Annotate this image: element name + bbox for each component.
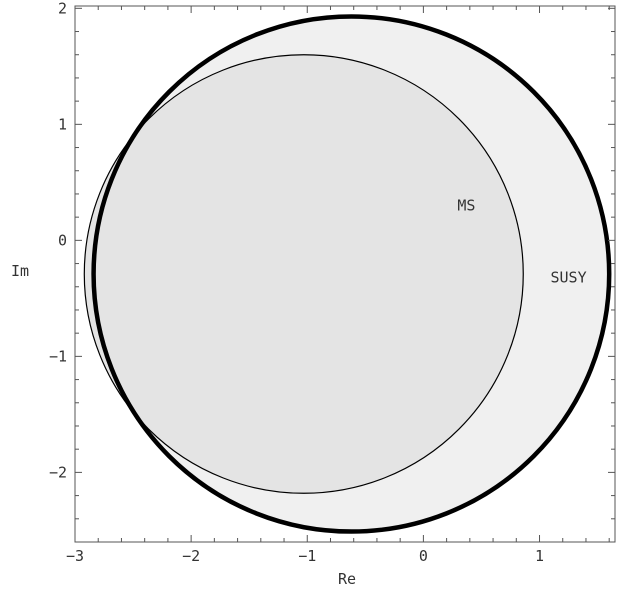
- plot-frame: [74, 5, 616, 543]
- x-tick-label: −2: [182, 547, 200, 565]
- y-tick-label: 1: [58, 115, 67, 133]
- y-axis-label: Im: [11, 262, 29, 280]
- region-boundary-susy: [91, 14, 612, 534]
- x-axis-label: Re: [338, 570, 356, 588]
- annotation-ms: MS: [457, 197, 475, 215]
- region-fill-ms: [84, 54, 524, 494]
- y-tick-label: 0: [58, 231, 67, 249]
- x-tick-label: −3: [66, 547, 84, 565]
- x-tick-label: 1: [535, 547, 544, 565]
- y-tick-label: −1: [49, 347, 67, 365]
- x-tick-label: −1: [298, 547, 316, 565]
- y-tick-label: 2: [58, 0, 67, 17]
- region-boundary-ms: [83, 54, 524, 494]
- y-tick-label: −2: [49, 463, 67, 481]
- x-tick-label: 0: [419, 547, 428, 565]
- annotation-susy: SUSY: [550, 268, 586, 286]
